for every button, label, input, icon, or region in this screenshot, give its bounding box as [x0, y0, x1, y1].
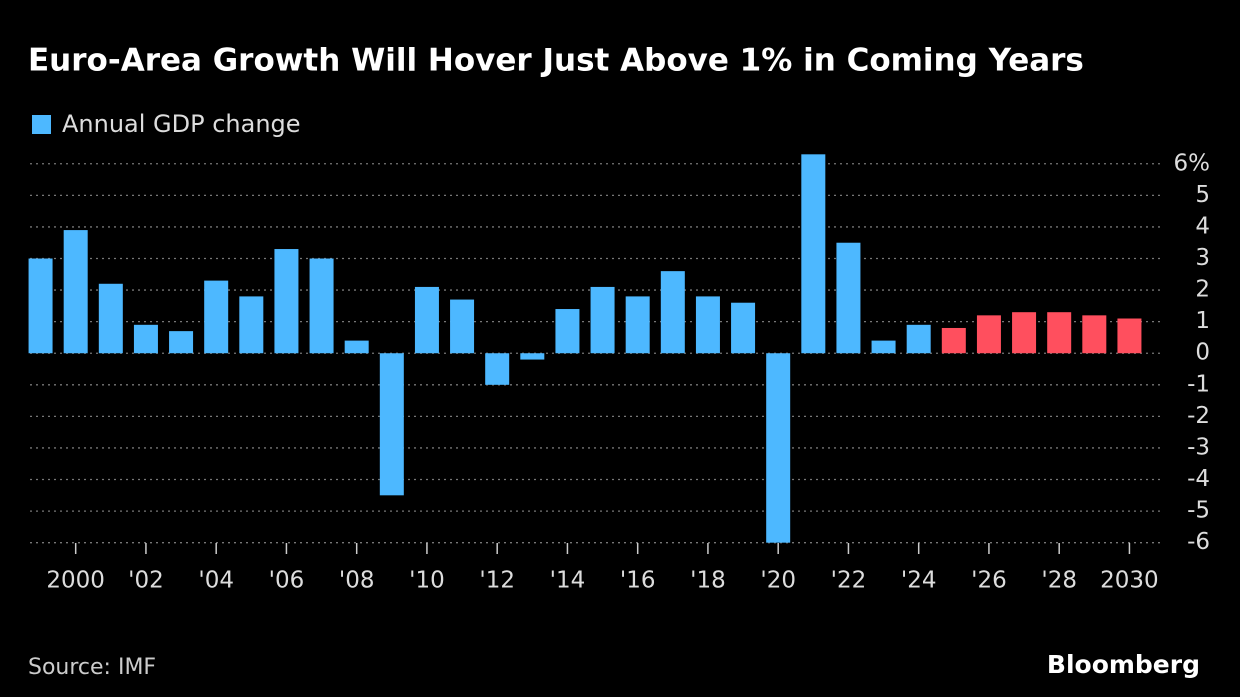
- x-tick-label: '08: [339, 568, 375, 594]
- bar: [836, 242, 861, 354]
- bar: [414, 286, 439, 354]
- bar: [239, 296, 264, 354]
- x-tick-label: '18: [690, 568, 726, 594]
- bar: [1082, 315, 1107, 354]
- x-tick-label: '06: [269, 568, 305, 594]
- bar: [379, 353, 404, 496]
- x-tick-label: '02: [128, 568, 164, 594]
- x-tick-label: '28: [1041, 568, 1077, 594]
- bar: [1117, 318, 1142, 354]
- y-tick-label: 6%: [1174, 150, 1211, 176]
- y-tick-label: -5: [1187, 498, 1210, 524]
- y-tick-label: -6: [1187, 529, 1210, 555]
- bar: [1012, 312, 1037, 354]
- bar: [555, 309, 580, 354]
- x-tick-label: '20: [760, 568, 796, 594]
- y-tick-label: 3: [1195, 245, 1210, 271]
- chart-title: Euro-Area Growth Will Hover Just Above 1…: [28, 43, 1084, 79]
- x-tick-label: '04: [198, 568, 234, 594]
- x-tick-label: '12: [479, 568, 515, 594]
- bar: [906, 324, 931, 354]
- bar: [731, 302, 756, 354]
- source: Source: IMF: [28, 655, 156, 680]
- bar: [871, 340, 896, 354]
- legend-swatch: [32, 115, 51, 134]
- brand: Bloomberg: [1047, 650, 1200, 679]
- x-tick-label: '26: [971, 568, 1007, 594]
- legend-label: Annual GDP change: [62, 110, 301, 138]
- y-tick-label: 0: [1195, 340, 1210, 366]
- x-tick-label: '10: [409, 568, 445, 594]
- bar: [274, 249, 299, 354]
- y-tick-label: 4: [1195, 213, 1210, 239]
- y-tick-label: -1: [1187, 371, 1210, 397]
- bar: [169, 331, 194, 354]
- y-tick-label: -2: [1187, 403, 1210, 429]
- bar: [590, 286, 615, 354]
- bar: [344, 340, 369, 354]
- bar: [801, 154, 826, 354]
- bar: [625, 296, 650, 354]
- y-tick-label: -3: [1187, 434, 1210, 460]
- y-tick-label: 1: [1195, 308, 1210, 334]
- y-tick-label: -4: [1187, 466, 1210, 492]
- x-tick-label: 2000: [46, 568, 105, 594]
- bar: [976, 315, 1001, 354]
- y-tick-label: 5: [1195, 182, 1210, 208]
- x-tick-label: '24: [901, 568, 937, 594]
- bar: [1047, 312, 1072, 354]
- bar: [695, 296, 720, 354]
- x-tick-label: '22: [831, 568, 867, 594]
- bar: [98, 283, 123, 354]
- bar: [204, 280, 229, 354]
- bar: [309, 258, 334, 354]
- bar: [660, 271, 685, 354]
- bar: [766, 353, 791, 543]
- bar: [450, 299, 475, 354]
- x-tick-label: '14: [550, 568, 586, 594]
- bar: [63, 230, 88, 354]
- bar: [133, 324, 158, 354]
- bar: [485, 353, 510, 385]
- bar: [941, 327, 966, 354]
- x-tick-label: 2030: [1100, 568, 1159, 594]
- y-tick-label: 2: [1195, 277, 1210, 303]
- bar: [520, 353, 545, 360]
- x-tick-label: '16: [620, 568, 656, 594]
- bar: [28, 258, 53, 354]
